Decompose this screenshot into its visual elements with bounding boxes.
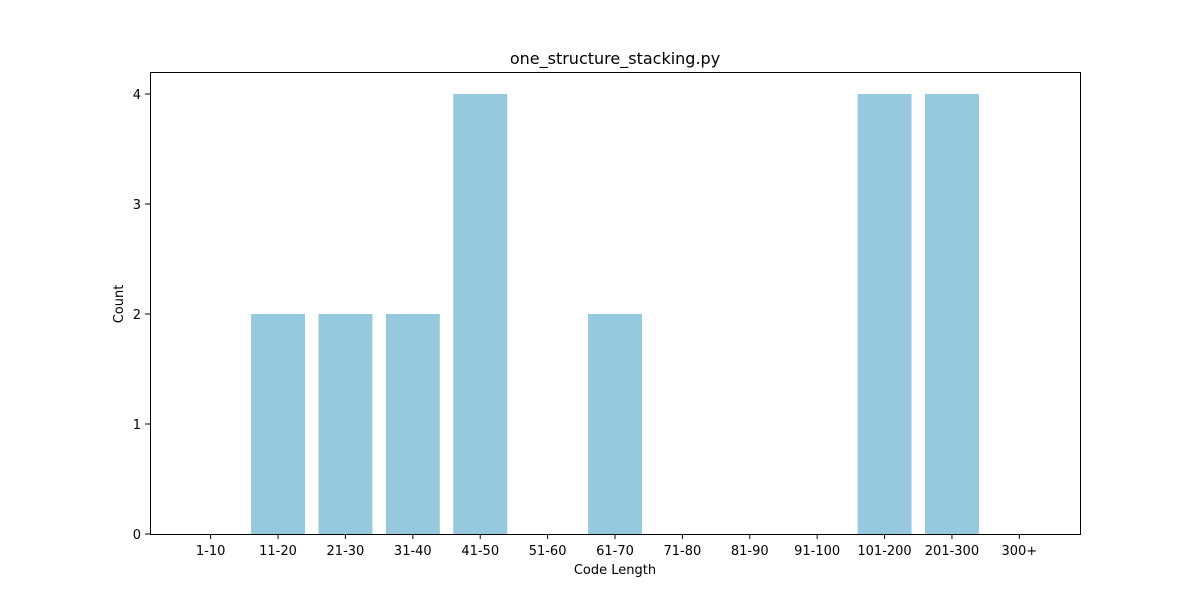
plot-frame bbox=[150, 72, 1081, 535]
x-tick-label: 1-10 bbox=[196, 544, 226, 559]
x-tick-label: 61-70 bbox=[596, 544, 634, 559]
x-tick-label: 51-60 bbox=[529, 544, 567, 559]
y-axis: 0 1 2 3 4 bbox=[133, 88, 150, 543]
x-tick-label: 71-80 bbox=[664, 544, 702, 559]
y-tick-label: 0 bbox=[133, 528, 141, 543]
y-axis-title: Count bbox=[112, 285, 127, 324]
x-tick-label: 300+ bbox=[1001, 544, 1037, 559]
x-axis: 1-10 11-20 21-30 31-40 41-50 51-60 61-70 71-80 8… bbox=[196, 534, 1037, 559]
x-tick-label: 41-50 bbox=[461, 544, 499, 559]
y-tick-label: 4 bbox=[133, 88, 141, 103]
y-tick-label: 3 bbox=[133, 198, 141, 213]
x-tick-label: 21-30 bbox=[327, 544, 365, 559]
bar-41-50 bbox=[453, 94, 508, 534]
x-axis-title: Code Length bbox=[574, 563, 656, 578]
y-tick-label: 2 bbox=[133, 308, 141, 323]
bar-21-30 bbox=[318, 314, 373, 534]
bar-201-300 bbox=[925, 94, 979, 534]
y-tick-label: 1 bbox=[133, 418, 141, 433]
x-tick-label: 101-200 bbox=[857, 544, 911, 559]
x-tick-label: 81-90 bbox=[731, 544, 769, 559]
x-tick-label: 11-20 bbox=[259, 544, 297, 559]
x-tick-label: 31-40 bbox=[394, 544, 432, 559]
bar-31-40 bbox=[385, 314, 440, 534]
bar-61-70 bbox=[588, 314, 642, 534]
bar-11-20 bbox=[251, 314, 305, 534]
bars-layer bbox=[251, 94, 979, 534]
bar-101-200 bbox=[857, 94, 912, 534]
chart-title: one_structure_stacking.py bbox=[510, 49, 720, 69]
x-tick-label: 91-100 bbox=[794, 544, 840, 559]
x-tick-label: 201-300 bbox=[925, 544, 979, 559]
